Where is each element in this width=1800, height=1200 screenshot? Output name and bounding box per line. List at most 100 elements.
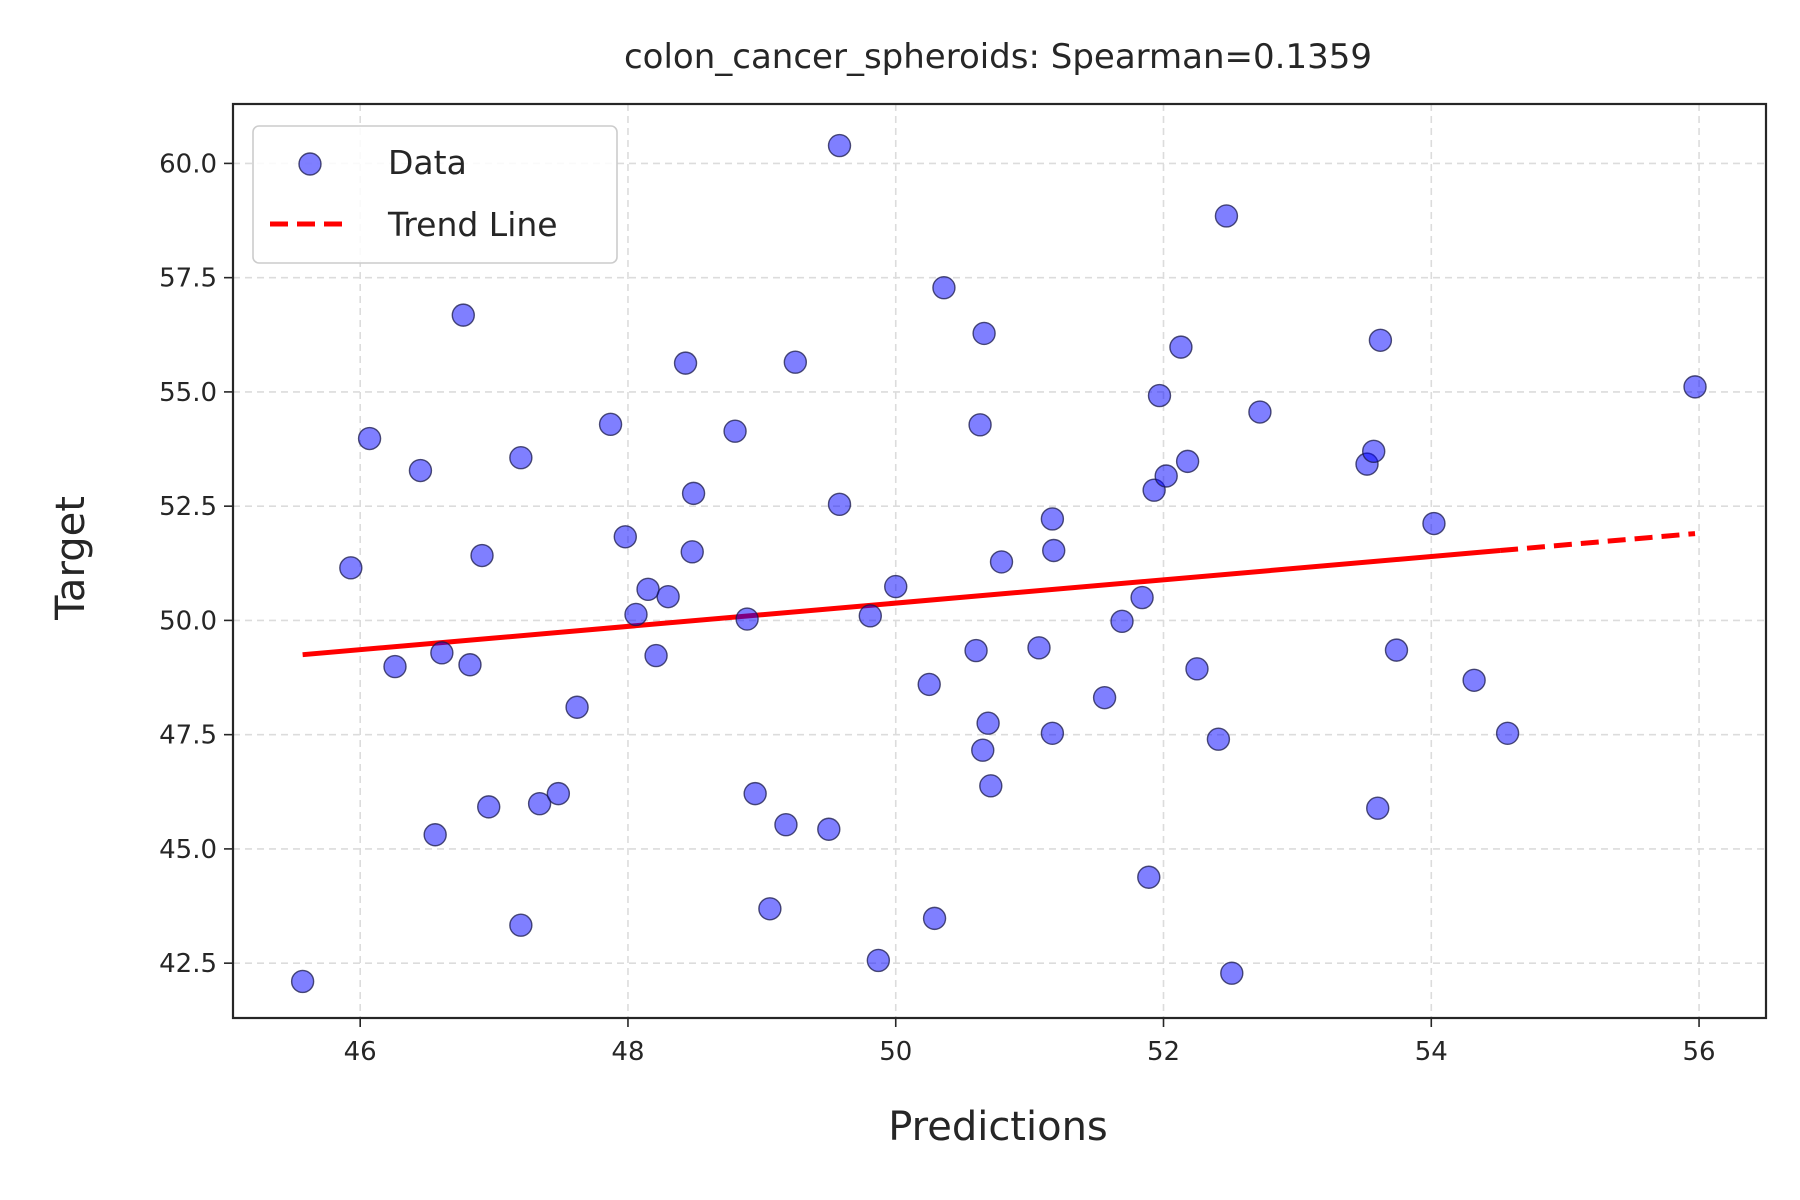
data-point	[673, 351, 698, 375]
data-point	[1154, 464, 1178, 488]
data-point	[817, 817, 841, 841]
x-tick-label: 52	[1147, 1037, 1180, 1067]
data-point	[565, 695, 589, 719]
data-point	[1042, 538, 1066, 563]
data-point	[1040, 507, 1065, 531]
data-point	[989, 550, 1014, 574]
trend-line-dashed-end	[1499, 531, 1696, 554]
data-point	[858, 604, 882, 628]
data-point	[1495, 721, 1520, 745]
y-tick-label: 60.0	[159, 149, 217, 179]
x-tick-label: 56	[1683, 1037, 1716, 1067]
data-point	[458, 653, 482, 677]
data-point	[1137, 865, 1161, 889]
trend-line	[302, 548, 1501, 658]
data-point	[976, 711, 1000, 735]
legend-data-marker	[298, 152, 322, 176]
data-point	[979, 774, 1003, 798]
data-point	[1169, 335, 1193, 359]
x-tick-label: 54	[1415, 1037, 1448, 1067]
legend-data-label: Data	[388, 143, 467, 182]
data-point	[1366, 796, 1390, 820]
data-point	[451, 303, 475, 327]
x-axis-title: Predictions	[888, 1104, 1108, 1150]
data-point	[527, 791, 552, 816]
data-point	[968, 413, 992, 437]
legend-frame	[252, 125, 618, 264]
data-point	[1248, 400, 1272, 424]
data-point	[783, 350, 808, 374]
data-point	[636, 577, 660, 602]
y-tick-label: 55.0	[159, 378, 217, 408]
data-point	[339, 556, 363, 580]
legend: Data Trend Line	[252, 125, 618, 264]
data-point	[1130, 585, 1154, 610]
legend-trend-label: Trend Line	[387, 205, 558, 244]
data-point	[1683, 375, 1707, 399]
data-point	[477, 795, 501, 819]
x-tick-label: 48	[611, 1037, 644, 1067]
plot-frame	[231, 102, 1768, 1020]
x-tick-label: 46	[344, 1037, 377, 1067]
data-point	[743, 781, 767, 806]
data-point	[1384, 638, 1409, 662]
data-point	[1110, 609, 1134, 634]
data-point	[827, 133, 852, 158]
data-point	[1362, 439, 1386, 464]
data-point	[656, 584, 680, 609]
data-point	[827, 492, 852, 517]
data-point	[1422, 511, 1446, 536]
data-points	[290, 133, 1707, 994]
y-tick-label: 42.5	[159, 949, 217, 979]
data-point	[1040, 721, 1065, 745]
data-point	[922, 906, 947, 931]
data-point	[917, 672, 941, 697]
data-point	[1092, 685, 1117, 710]
data-point	[964, 638, 988, 663]
data-point	[509, 913, 533, 937]
y-tick-label: 57.5	[159, 264, 217, 294]
data-point	[884, 574, 908, 599]
y-tick-label: 47.5	[159, 721, 217, 751]
y-tick-label: 45.0	[159, 835, 217, 865]
data-point	[423, 823, 447, 847]
data-point	[290, 969, 315, 994]
data-point	[644, 643, 668, 668]
data-point	[681, 481, 706, 506]
data-point	[430, 641, 454, 665]
data-point	[1214, 204, 1239, 228]
chart-title: colon_cancer_spheroids: Spearman=0.1359	[624, 37, 1372, 77]
data-point	[546, 781, 571, 806]
data-point	[971, 738, 995, 762]
data-point	[1220, 961, 1244, 985]
data-point	[735, 607, 759, 631]
data-point	[680, 540, 704, 564]
y-axis-title: Target	[48, 496, 94, 621]
data-point	[1147, 383, 1172, 408]
data-point	[509, 446, 533, 470]
data-point	[758, 897, 782, 921]
data-point	[624, 602, 648, 627]
data-point	[723, 419, 747, 443]
y-tick-label: 52.5	[159, 492, 217, 522]
data-point	[1027, 636, 1051, 660]
data-point	[408, 458, 433, 483]
data-point	[1206, 727, 1231, 751]
data-point	[972, 321, 996, 346]
data-point	[932, 276, 956, 300]
data-point	[866, 948, 891, 973]
data-point	[598, 412, 623, 437]
trend-line-layer	[302, 531, 1696, 658]
data-point	[383, 654, 407, 679]
data-point	[470, 543, 494, 568]
y-tick-label: 50.0	[159, 606, 217, 636]
data-point	[1175, 449, 1200, 474]
axis-ticks: 46 48 50 52 54 56 42.5 45.0 47.5 50.0 52.5 55.0 57.5…	[159, 149, 1715, 1067]
data-point	[774, 812, 798, 837]
data-point	[357, 426, 382, 451]
data-point	[1185, 657, 1209, 681]
data-point	[1368, 328, 1393, 352]
data-point	[1462, 668, 1486, 692]
x-tick-label: 50	[879, 1037, 912, 1067]
